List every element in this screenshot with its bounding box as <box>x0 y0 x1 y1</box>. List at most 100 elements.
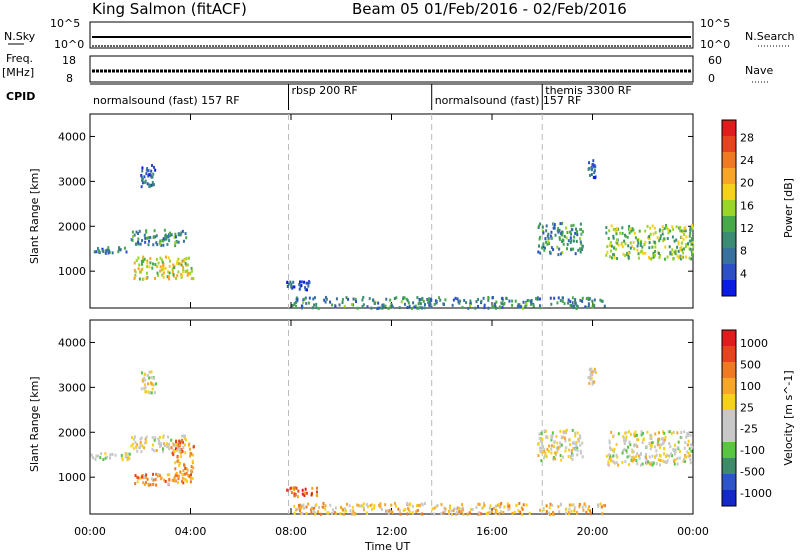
data-cell <box>690 242 693 246</box>
data-cell <box>154 235 157 239</box>
data-cell <box>500 501 503 505</box>
data-cell <box>390 503 393 507</box>
data-cell <box>628 231 631 235</box>
data-cell <box>143 482 146 486</box>
data-cell <box>322 501 325 505</box>
data-cell <box>614 240 617 244</box>
data-cell <box>458 510 461 514</box>
data-cell <box>645 452 648 456</box>
data-cell <box>511 299 514 303</box>
colorbar-swatch <box>722 426 736 443</box>
data-cell <box>599 298 602 302</box>
y-tick-label: 1000 <box>58 471 86 484</box>
data-cell <box>304 296 307 300</box>
data-cell <box>640 430 643 434</box>
data-cell <box>666 459 669 463</box>
data-cell <box>621 226 624 230</box>
data-cell <box>185 438 188 442</box>
data-cell <box>186 269 189 273</box>
data-cell <box>398 509 401 513</box>
data-cell <box>683 457 686 461</box>
data-cell <box>182 469 185 473</box>
data-cell <box>141 169 144 173</box>
data-cell <box>181 229 184 233</box>
data-cell <box>688 256 691 260</box>
data-cell <box>675 225 678 229</box>
data-cell <box>136 475 139 479</box>
data-cell <box>286 488 289 492</box>
data-cell <box>491 510 494 514</box>
data-cell <box>538 446 541 450</box>
data-cell <box>569 236 572 240</box>
data-cell <box>145 172 148 176</box>
data-cell <box>664 245 667 249</box>
data-cell <box>145 440 148 444</box>
data-cell <box>390 304 393 308</box>
data-cell <box>487 295 490 299</box>
data-cell <box>647 460 650 464</box>
data-cell <box>109 453 112 457</box>
data-cell <box>373 504 376 508</box>
data-cell <box>174 461 177 465</box>
data-cell <box>98 249 101 253</box>
data-cell <box>624 253 627 257</box>
colorbar-swatch <box>722 442 736 459</box>
data-cell <box>561 299 564 303</box>
data-cell <box>384 503 387 507</box>
data-cell <box>182 481 185 485</box>
data-cell <box>419 302 422 306</box>
data-cell <box>501 298 504 302</box>
data-cell <box>655 453 658 457</box>
x-tick-label: 12:00 <box>376 525 408 538</box>
data-cell <box>668 245 671 249</box>
data-cell <box>419 306 422 310</box>
data-cell <box>579 449 582 453</box>
data-cell <box>495 306 498 310</box>
data-cell <box>331 303 334 307</box>
data-cell <box>487 306 490 310</box>
data-cell <box>174 232 177 236</box>
data-cell <box>308 296 311 300</box>
data-cell <box>686 443 689 447</box>
data-cell <box>518 303 521 307</box>
data-cell <box>567 454 570 458</box>
data-cell <box>174 479 177 483</box>
data-cell <box>140 175 143 179</box>
data-cell <box>560 443 563 447</box>
data-cell <box>318 506 321 510</box>
data-cell <box>675 238 678 242</box>
data-cell <box>625 438 628 442</box>
data-cell <box>653 240 656 244</box>
data-cell <box>372 298 375 302</box>
data-cell <box>543 456 546 460</box>
data-cell <box>291 304 294 308</box>
data-cell <box>579 298 582 302</box>
data-cell <box>144 475 147 479</box>
data-cell <box>639 453 642 457</box>
data-cell <box>139 242 142 246</box>
data-cell <box>107 251 110 255</box>
data-cell <box>298 282 301 286</box>
data-cell <box>611 435 614 439</box>
data-cell <box>444 507 447 511</box>
data-cell <box>298 287 301 291</box>
data-cell <box>341 297 344 301</box>
data-cell <box>653 226 656 230</box>
data-cell <box>679 229 682 233</box>
data-cell <box>516 305 519 309</box>
data-cell <box>151 180 154 184</box>
data-cell <box>142 380 145 384</box>
data-cell <box>133 435 136 439</box>
data-cell <box>622 436 625 440</box>
data-cell <box>568 438 571 442</box>
data-cell <box>527 299 530 303</box>
data-cell <box>324 504 327 508</box>
data-cell <box>617 463 620 467</box>
data-cell <box>377 301 380 305</box>
data-cell <box>680 255 683 259</box>
data-cell <box>143 474 146 478</box>
data-cell <box>592 159 595 163</box>
data-cell <box>183 258 186 262</box>
data-cell <box>417 302 420 306</box>
data-cell <box>416 504 419 508</box>
